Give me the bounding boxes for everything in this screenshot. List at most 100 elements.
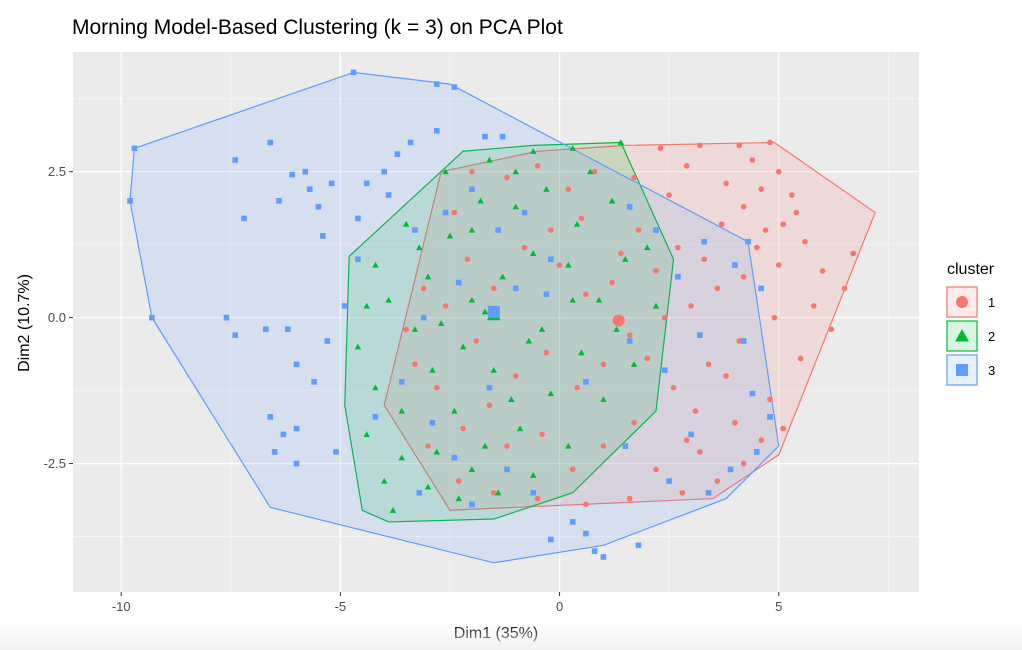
cluster-3-point xyxy=(732,262,738,268)
cluster-2-point xyxy=(538,326,546,332)
cluster-1-point xyxy=(583,291,589,298)
cluster-3-point xyxy=(333,449,339,455)
cluster-centroids xyxy=(486,305,625,327)
cluster-3-point xyxy=(289,171,295,178)
cluster-2-point xyxy=(411,326,419,332)
cluster-1-point xyxy=(534,495,541,502)
cluster-3-point xyxy=(666,478,672,484)
cluster-1-point xyxy=(754,244,760,251)
cluster-1-point xyxy=(767,396,773,403)
cluster-2-point xyxy=(617,139,625,146)
cluster-3-point xyxy=(675,273,681,280)
cluster-1-point xyxy=(631,419,637,426)
cluster-3-point xyxy=(521,209,528,216)
cluster-1-point xyxy=(841,285,848,292)
cluster-3-point xyxy=(276,198,282,204)
cluster-1-point xyxy=(420,285,427,292)
cluster-1-point xyxy=(473,338,480,344)
cluster-3-point xyxy=(727,466,734,473)
cluster-1-point xyxy=(723,180,729,187)
x-axis: -10 -5 0 5 xyxy=(112,592,782,614)
cluster-3-point xyxy=(705,489,712,496)
cluster-3-centroid xyxy=(487,305,500,318)
cluster-3-point xyxy=(512,285,519,292)
cluster-2-point xyxy=(459,343,467,350)
cluster-2-point xyxy=(416,244,423,251)
cluster-3-point xyxy=(767,414,773,420)
cluster-2-point xyxy=(477,197,484,204)
cluster-1-point xyxy=(732,419,738,426)
cluster-1-point xyxy=(486,402,493,408)
cluster-2-point xyxy=(402,220,410,227)
cluster-2-point xyxy=(363,431,370,437)
cluster-2-point xyxy=(530,148,537,154)
cluster-2-point xyxy=(490,366,498,373)
cluster-1-point xyxy=(565,186,572,192)
legend-symbol-2 xyxy=(955,329,969,342)
cluster-2-point xyxy=(573,220,581,227)
cluster-1-point xyxy=(670,384,677,391)
cluster-2-point xyxy=(481,442,489,449)
cluster-2-point xyxy=(652,302,660,309)
cluster-3-point xyxy=(543,291,550,298)
cluster-3-point xyxy=(451,454,458,461)
cluster-3-point xyxy=(315,203,322,210)
legend: cluster 1 2 3 xyxy=(946,261,995,386)
cluster-3-point xyxy=(232,332,238,338)
cluster-1-point xyxy=(793,209,800,216)
cluster-2-point xyxy=(398,454,405,461)
cluster-2-point xyxy=(600,396,607,402)
cluster-1-point xyxy=(591,168,598,175)
x-tick-label: 0 xyxy=(556,599,563,614)
cluster-1-point xyxy=(644,355,651,362)
cluster-3-point xyxy=(591,548,598,554)
cluster-1-point xyxy=(657,145,664,152)
cluster-1-point xyxy=(539,431,545,438)
cluster-1-point xyxy=(771,314,778,321)
cluster-1-point xyxy=(705,361,712,368)
cluster-2-point xyxy=(494,489,502,496)
cluster-1-point xyxy=(455,478,462,484)
cluster-3-point xyxy=(569,519,576,525)
cluster-1-point xyxy=(653,466,659,473)
cluster-2-point xyxy=(565,442,572,449)
cluster-3-point xyxy=(653,227,659,233)
y-tick-label: 2.5 xyxy=(48,164,66,179)
cluster-2-point xyxy=(630,361,638,367)
cluster-3-point xyxy=(434,81,440,87)
cluster-3-point xyxy=(429,419,436,426)
cluster-1-point xyxy=(736,142,743,149)
cluster-1-point xyxy=(460,425,466,432)
cluster-3-point xyxy=(350,69,357,76)
cluster-1-point xyxy=(442,303,449,309)
cluster-1-point xyxy=(701,256,708,263)
cluster-1-point xyxy=(635,227,642,233)
cluster-3-point xyxy=(131,145,138,152)
cluster-hulls xyxy=(129,71,876,564)
cluster-1-point xyxy=(828,326,835,333)
cluster-2-point xyxy=(569,296,576,303)
cluster-2-point xyxy=(613,326,620,332)
cluster-2-point xyxy=(499,273,506,280)
cluster-3-point xyxy=(740,338,747,344)
cluster-1-point xyxy=(723,373,729,379)
cluster-1-point xyxy=(556,262,563,268)
cluster-2-point xyxy=(543,185,550,192)
cluster-3-point xyxy=(745,238,751,245)
cluster-1-point xyxy=(653,268,659,274)
cluster-3-point xyxy=(267,414,274,420)
cluster-1-point xyxy=(512,373,519,379)
cluster-1-point xyxy=(618,250,624,257)
cluster-1-point xyxy=(736,338,743,344)
cluster-3-point xyxy=(530,489,537,496)
legend-label-2: 2 xyxy=(988,329,995,344)
cluster-1-centroid xyxy=(612,314,625,327)
cluster-3-point xyxy=(688,431,694,438)
cluster-1-point xyxy=(714,478,721,484)
cluster-1-point xyxy=(626,332,633,338)
cluster-1-point xyxy=(661,314,668,321)
cluster-1-point xyxy=(749,157,756,163)
chart-title: Morning Model-Based Clustering (k = 3) o… xyxy=(72,16,563,39)
cluster-1-point xyxy=(692,408,699,414)
cluster-3-point xyxy=(455,279,462,286)
